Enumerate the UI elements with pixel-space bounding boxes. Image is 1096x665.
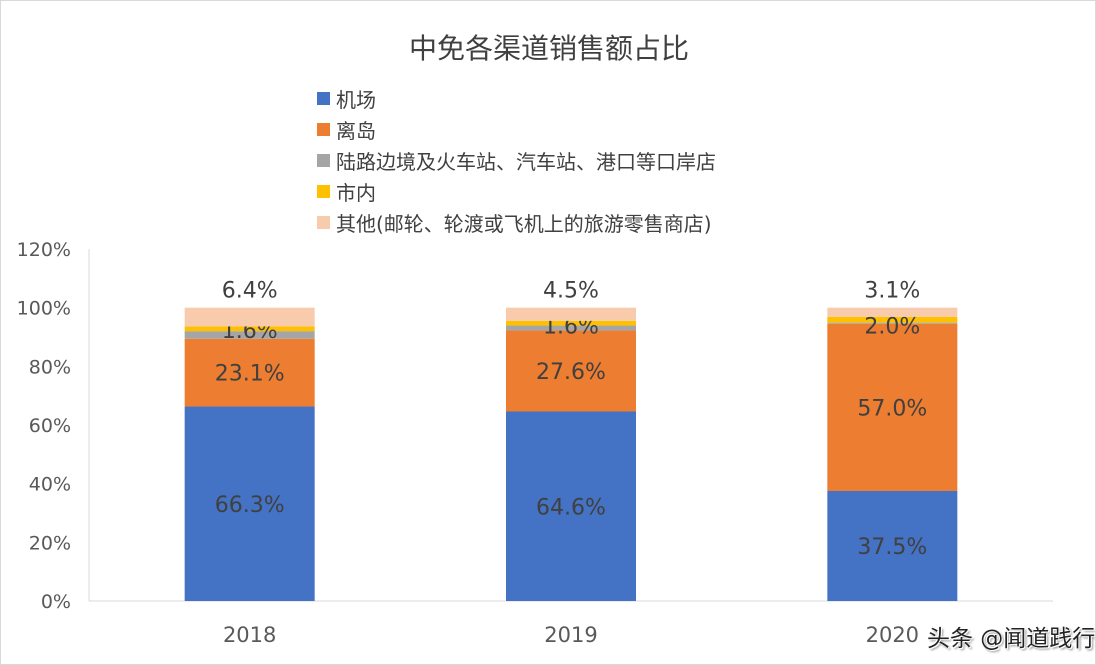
legend-swatch	[317, 185, 330, 198]
data-label: 6.4%	[222, 279, 278, 304]
legend-swatch	[317, 154, 330, 167]
chart-title: 中免各渠道销售额占比	[408, 32, 689, 65]
bar-segment	[506, 307, 636, 321]
bar-segment	[506, 411, 636, 601]
y-tick-label: 60%	[29, 415, 71, 437]
data-label: 37.5%	[857, 535, 927, 560]
data-label: 27.6%	[536, 360, 606, 385]
legend-item: 市内	[317, 176, 716, 207]
bar-segment	[827, 307, 958, 317]
legend-swatch	[317, 216, 330, 229]
bar-segment	[184, 326, 315, 332]
legend-item: 其他(邮轮、轮渡或飞机上的旅游零售商店)	[317, 207, 716, 238]
legend: 机场离岛陆路边境及火车站、汽车站、港口等口岸店 市内其他(邮轮、轮渡或飞机上的旅游…	[317, 83, 716, 238]
data-label: 23.1%	[215, 362, 285, 387]
watermark: 头条 @闻道践行	[927, 626, 1096, 652]
bar-segment	[184, 307, 315, 327]
y-tick-label: 0%	[41, 591, 71, 613]
data-label: 2.0%	[864, 315, 920, 340]
y-tick-label: 20%	[29, 532, 71, 554]
bar-segment	[827, 323, 958, 491]
legend-item: 机场	[317, 83, 716, 114]
data-label: 57.0%	[857, 396, 927, 421]
y-tick-label: 80%	[29, 356, 71, 378]
x-tick-label: 2019	[544, 623, 597, 647]
data-label: 3.1%	[864, 279, 920, 304]
bar-segment	[184, 331, 315, 339]
bar-segment	[506, 330, 636, 412]
y-tick-label: 100%	[17, 298, 71, 320]
bar-segment	[827, 322, 958, 324]
bar-segment	[506, 320, 636, 326]
legend-item: 陆路边境及火车站、汽车站、港口等口岸店	[317, 145, 716, 176]
data-label: 66.3%	[215, 493, 285, 518]
legend-label: 陆路边境及火车站、汽车站、港口等口岸店	[336, 150, 716, 174]
legend-label: 机场	[336, 88, 376, 112]
bar-segment	[827, 316, 958, 323]
y-tick-label: 120%	[17, 239, 71, 261]
bar-segment	[827, 491, 958, 601]
legend-item: 离岛	[317, 114, 716, 145]
legend-label: 离岛	[336, 119, 376, 143]
data-label: 4.5%	[543, 279, 599, 304]
y-tick-label: 40%	[29, 474, 71, 496]
data-label: 64.6%	[536, 495, 606, 520]
bar-segment	[184, 406, 315, 601]
bar-segment	[506, 325, 636, 331]
bar-segment	[184, 338, 315, 407]
legend-swatch	[317, 92, 330, 105]
legend-swatch	[317, 123, 330, 136]
legend-label: 市内	[336, 181, 376, 205]
legend-label: 其他(邮轮、轮渡或飞机上的旅游零售商店)	[336, 212, 712, 236]
x-tick-label: 2020	[866, 623, 919, 647]
x-tick-label: 2018	[223, 623, 276, 647]
